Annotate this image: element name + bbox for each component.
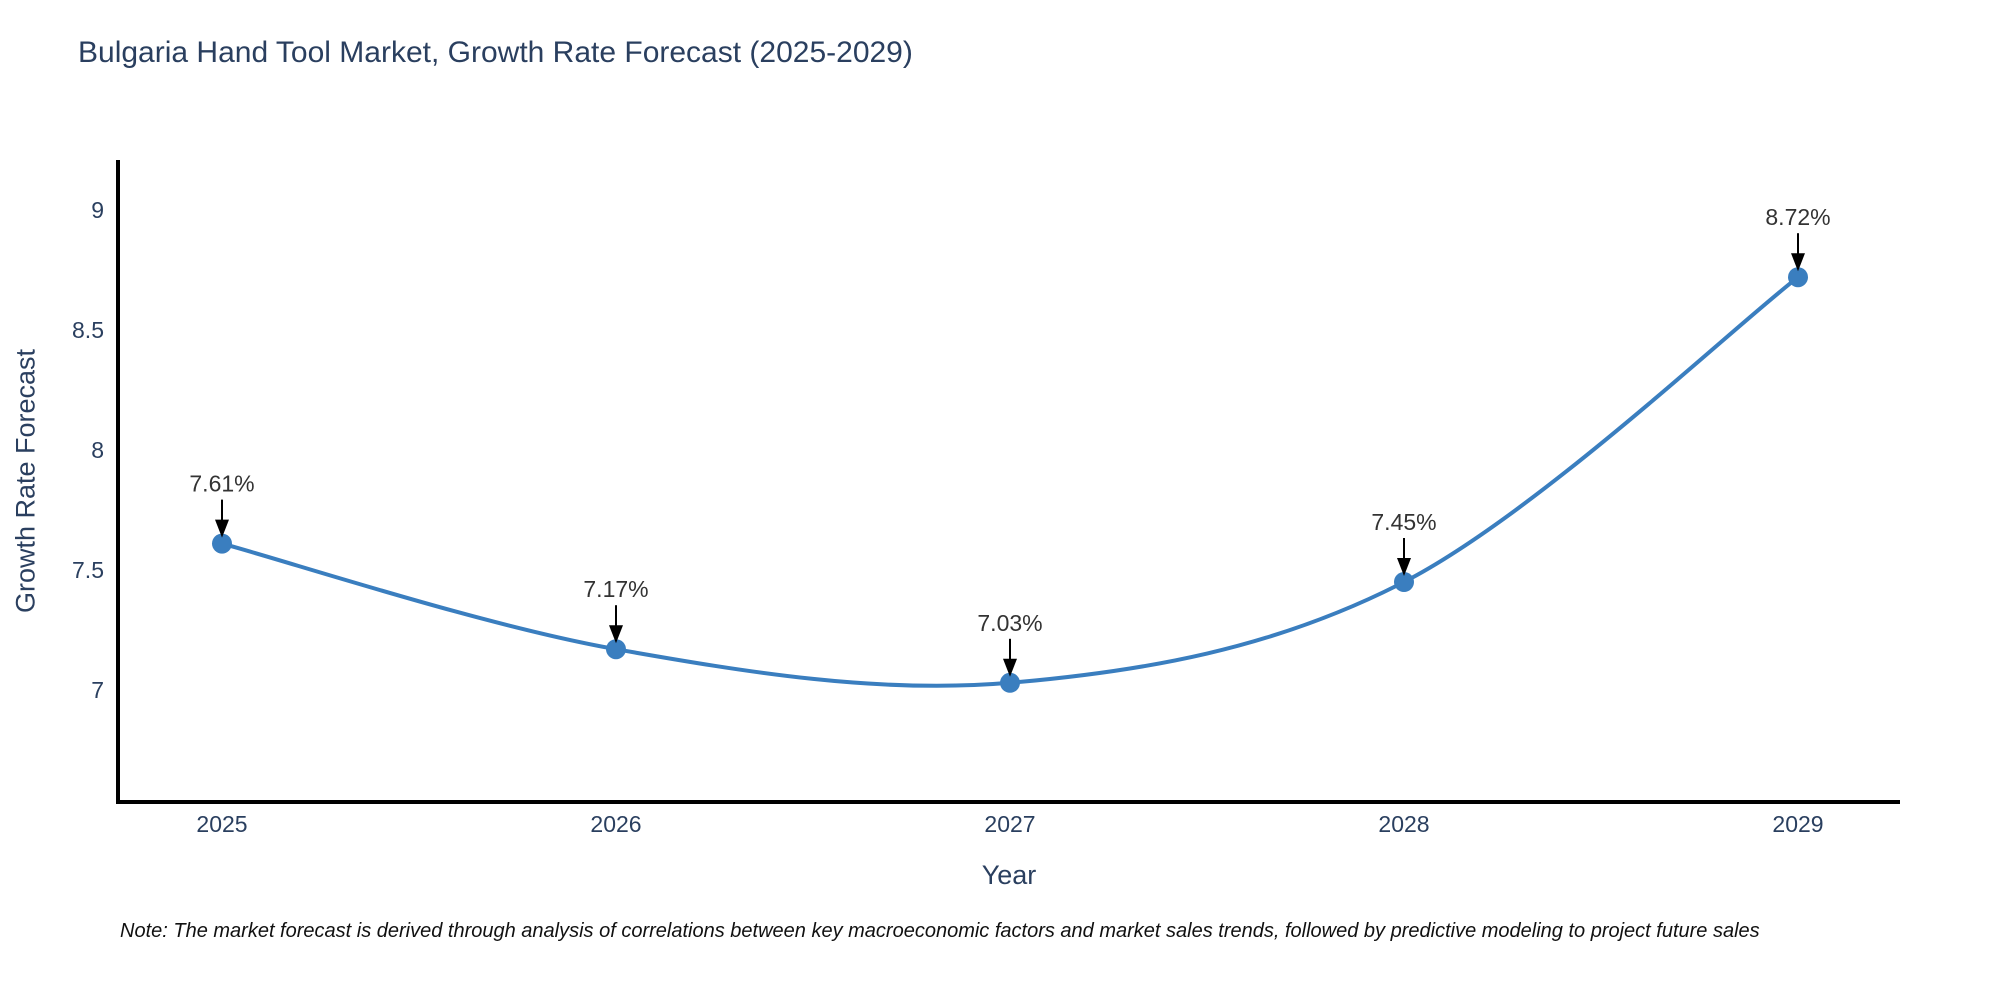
annotation-arrowhead-icon: [1397, 558, 1411, 576]
x-axis-title: Year: [981, 860, 1037, 890]
x-tick-label: 2025: [196, 811, 247, 837]
data-point[interactable]: [1394, 572, 1414, 592]
x-tick-label: 2026: [590, 811, 641, 837]
y-tick-label: 9: [91, 197, 104, 223]
data-point-label: 7.45%: [1371, 509, 1436, 535]
chart-title: Bulgaria Hand Tool Market, Growth Rate F…: [78, 36, 913, 69]
x-tick-label: 2029: [1772, 811, 1823, 837]
data-point[interactable]: [1000, 672, 1020, 693]
annotation-arrowhead-icon: [609, 625, 623, 644]
x-tick-label: 2028: [1378, 811, 1429, 837]
y-tick-label: 8.5: [72, 317, 104, 343]
annotation-arrowhead-icon: [1791, 253, 1805, 272]
data-point-label: 7.61%: [189, 471, 254, 497]
y-tick-label: 7: [91, 677, 104, 703]
data-point[interactable]: [212, 533, 232, 554]
data-point[interactable]: [1788, 267, 1808, 288]
data-point-label: 8.72%: [1765, 204, 1830, 230]
y-tick-label: 7.5: [72, 557, 104, 583]
data-point-label: 7.17%: [583, 576, 648, 602]
annotation-arrowhead-icon: [215, 519, 229, 538]
chart-footnote: Note: The market forecast is derived thr…: [120, 920, 1760, 942]
x-tick-label: 2027: [984, 811, 1035, 837]
annotation-arrowhead-icon: [1003, 658, 1017, 677]
data-point-label: 7.03%: [977, 610, 1042, 636]
y-tick-label: 8: [91, 437, 104, 463]
data-point[interactable]: [606, 639, 626, 660]
plot-area: 7 7.5 8 8.5 9 2025 2026 2027 2028 2029 7.61% 7.17% 7…: [72, 160, 1900, 837]
